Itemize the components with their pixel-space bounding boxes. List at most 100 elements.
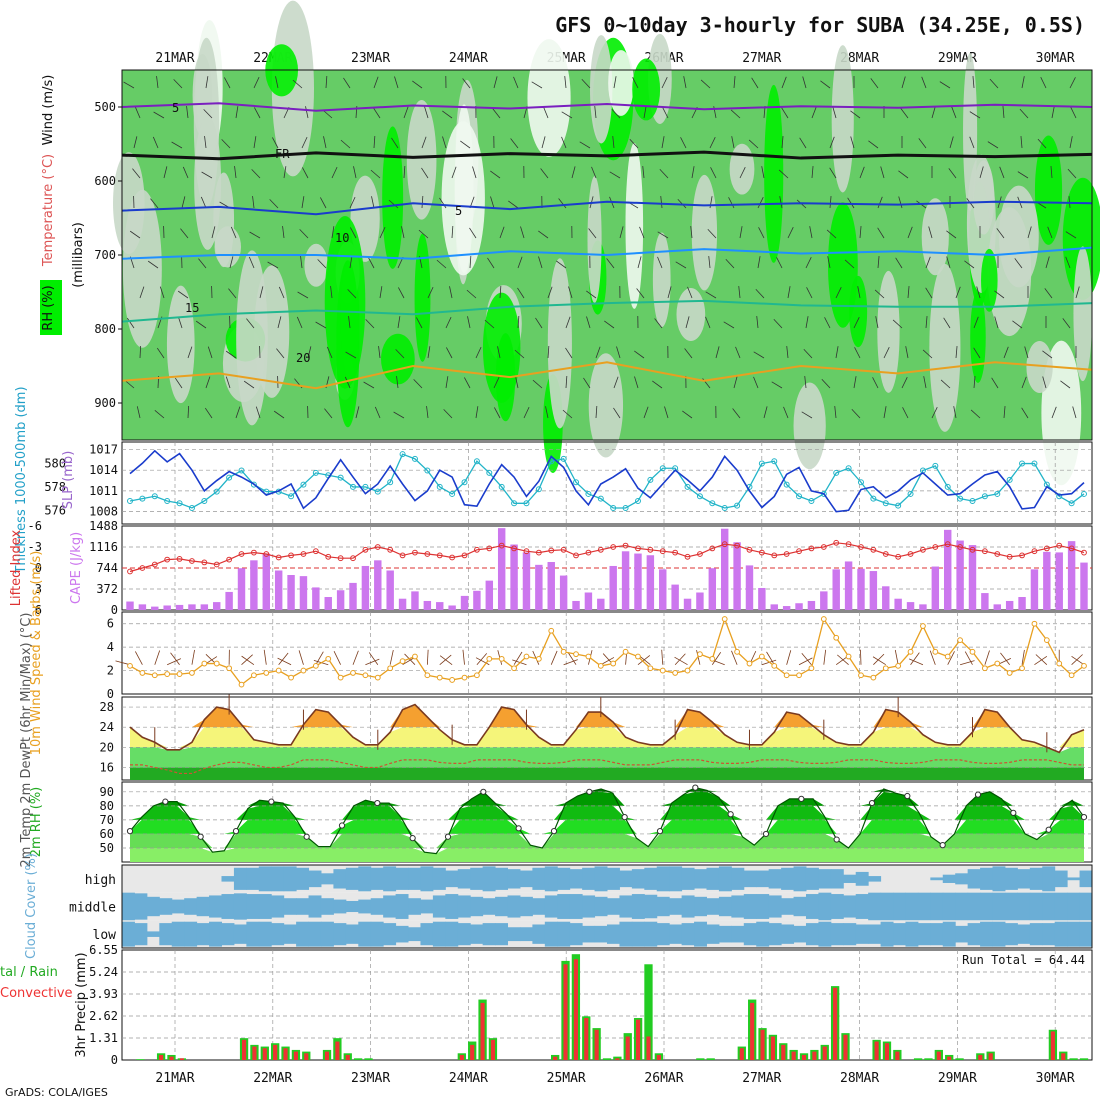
- wind-barb: [181, 196, 186, 209]
- cloud-cell: [333, 923, 347, 946]
- wind-barb: [910, 652, 920, 665]
- thickness-point: [436, 483, 443, 490]
- cloud-cell: [134, 923, 148, 946]
- wind-point: [820, 616, 827, 622]
- date-label-bottom: 25MAR: [547, 1071, 586, 1086]
- wind-barb: [943, 317, 951, 329]
- cape-bar: [1005, 600, 1014, 610]
- wind-barb: [857, 286, 861, 299]
- wind-barb: [1021, 376, 1027, 389]
- lifted-point: [151, 561, 158, 568]
- wind-barb: [705, 316, 711, 329]
- wind-barb: [205, 376, 211, 389]
- precip-convective-bar: [345, 1054, 350, 1060]
- wind-barb: [1019, 108, 1029, 119]
- thickness-point: [535, 486, 542, 493]
- footer-credit: GrADS: COLA/IGES: [5, 1086, 108, 1099]
- wind-barb: [661, 77, 668, 89]
- thickness-tick-label: 580: [44, 457, 66, 471]
- cape-bar: [943, 529, 952, 610]
- wind-barb: [859, 226, 862, 239]
- cape-bar: [423, 600, 432, 610]
- wind-barb: [604, 320, 615, 329]
- wind-barb: [964, 651, 973, 665]
- cloud-cell: [768, 869, 782, 889]
- cloud-cell: [432, 921, 446, 947]
- wind-barb: [872, 377, 879, 389]
- wind-barb: [396, 376, 399, 389]
- precip-convective-bar: [884, 1043, 890, 1060]
- cloud-cell: [246, 894, 260, 919]
- cloud-cell: [1079, 870, 1093, 888]
- wind-barb: [413, 379, 423, 389]
- wind-barb: [731, 650, 738, 665]
- wind-barb: [180, 228, 189, 239]
- cloud-cell: [743, 923, 757, 946]
- cloud-cell: [855, 871, 869, 886]
- wind-point: [461, 674, 468, 681]
- lifted-point: [1081, 549, 1087, 556]
- thickness-point: [944, 483, 951, 490]
- wind-point: [374, 674, 381, 681]
- lifted-point: [820, 544, 827, 550]
- cloud-cell: [258, 866, 272, 892]
- wind-barb: [923, 376, 927, 389]
- wind-barb: [898, 196, 903, 209]
- wind-barb: [883, 347, 890, 359]
- cape-bar: [436, 602, 444, 610]
- precip-convective-bar: [874, 1041, 879, 1060]
- wind-barb: [412, 80, 423, 89]
- cloud-cell: [383, 866, 397, 892]
- cloud-cell: [1054, 921, 1068, 947]
- cloud-cell: [569, 894, 583, 919]
- wind-barb: [299, 229, 309, 239]
- wind-barb: [972, 76, 975, 89]
- precip-convective-bar: [636, 1019, 641, 1060]
- cloud-cell: [607, 867, 620, 890]
- cloud-cell: [544, 866, 558, 892]
- cape-bar: [175, 604, 184, 610]
- cloud-cell: [283, 866, 297, 892]
- cloud-cell: [221, 894, 235, 919]
- wind-barb: [1051, 106, 1055, 119]
- rh-point: [197, 833, 204, 840]
- cloud-cell: [818, 921, 832, 947]
- rh-patch: [972, 160, 995, 235]
- lifted-point: [709, 545, 716, 552]
- precip-convective-bar: [936, 1051, 941, 1060]
- wind-barb: [739, 226, 743, 239]
- wind-tick-label: 0: [107, 687, 114, 701]
- lifted-point: [783, 551, 790, 557]
- wind-barb: [955, 286, 961, 299]
- wind-barb: [1062, 318, 1071, 329]
- wind-barb: [373, 76, 379, 89]
- date-label-bottom: 30MAR: [1036, 1071, 1075, 1086]
- wind-barb: [969, 136, 975, 149]
- rh-patch: [406, 99, 437, 220]
- wind-barb: [373, 107, 381, 119]
- wind-barb: [970, 409, 981, 419]
- cape-bar: [745, 565, 754, 610]
- wind-barb: [925, 256, 931, 269]
- cloud-cell: [470, 867, 484, 890]
- wind-barb: [612, 136, 615, 149]
- wind-point: [325, 655, 332, 662]
- cape-bar: [126, 601, 134, 610]
- wind-barb: [895, 257, 903, 269]
- rh-tick-label: 60: [100, 827, 114, 841]
- wind-tick-label: 4: [107, 640, 114, 654]
- cloud-cell: [718, 896, 732, 917]
- cloud-cell: [445, 894, 459, 919]
- rh-patch: [981, 248, 998, 312]
- wind-barb: [868, 140, 879, 149]
- slp-tick-label: 1014: [89, 463, 118, 477]
- wind-point: [944, 653, 951, 660]
- lifted-point: [548, 547, 555, 554]
- cloud-cell: [395, 894, 409, 919]
- wind-barb: [224, 77, 231, 89]
- wind-barb: [820, 80, 831, 89]
- slp-tick-label: 1008: [89, 505, 118, 519]
- rh-patch: [324, 215, 366, 389]
- cloud-cell: [532, 924, 546, 944]
- wind-barb: [466, 289, 477, 299]
